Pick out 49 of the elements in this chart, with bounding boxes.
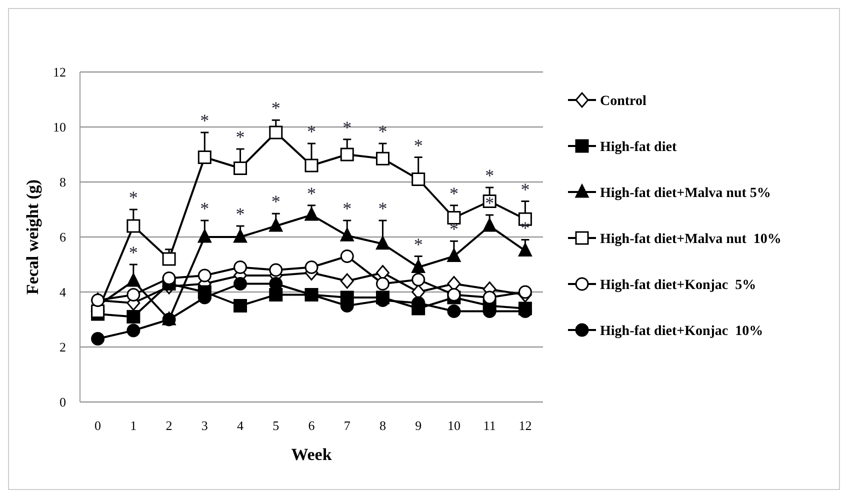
annotation: * [128, 188, 138, 208]
annotation: * [271, 98, 280, 118]
annotation: * [414, 234, 423, 254]
x-tick-label: 11 [483, 418, 496, 433]
y-tick-label: 12 [53, 64, 66, 80]
y-tick-label: 2 [60, 340, 66, 355]
x-axis-title: Week [291, 445, 332, 464]
x-tick-label: 0 [94, 418, 102, 433]
x-tick-label: 8 [379, 418, 386, 433]
annotation: * [485, 193, 494, 213]
x-tick-label: 1 [130, 418, 137, 433]
x-tick-label: 9 [415, 418, 422, 433]
x-tick-label: 3 [201, 418, 208, 433]
annotation: * [236, 204, 245, 224]
legend-label: Control [600, 94, 647, 109]
y-tick-label: 10 [53, 120, 66, 135]
annotation: * [378, 122, 388, 142]
x-tick-label: 2 [166, 418, 172, 433]
x-tick-label: 5 [272, 418, 280, 433]
annotation: * [342, 117, 352, 138]
y-tick-label: 8 [60, 174, 66, 190]
legend-label: High-fat diet+Konjac 10% [600, 324, 764, 339]
annotation: * [200, 110, 210, 130]
y-axis-title: Fecal weight (g) [23, 179, 42, 295]
annotation: * [414, 135, 423, 156]
annotation: * [342, 198, 352, 218]
y-tick-label: 4 [60, 284, 66, 300]
legend-label: High-fat diet+Malva nut 10% [600, 232, 782, 247]
annotation: * [271, 192, 280, 212]
x-tick-label: 4 [237, 418, 244, 433]
annotation: * [236, 127, 245, 147]
annotation: * [449, 219, 458, 240]
x-tick-label: 10 [447, 418, 460, 433]
annotation: * [307, 183, 316, 204]
annotation: * [307, 122, 316, 142]
annotation: * [485, 166, 494, 186]
y-tick-label: 6 [60, 230, 66, 245]
x-tick-label: 12 [518, 418, 532, 433]
annotation: * [200, 198, 210, 218]
x-tick-label: 6 [308, 418, 316, 433]
annotation: * [520, 179, 530, 200]
x-tick-label: 7 [344, 418, 351, 433]
legend-label: High-fat diet+Konjac 5% [600, 278, 756, 293]
legend-label: High-fat diet+Malva nut 5% [600, 186, 771, 201]
y-tick-label: 0 [60, 394, 66, 410]
annotation: * [449, 183, 458, 204]
annotation: * [378, 198, 388, 218]
legend-label: High-fat diet [600, 140, 677, 155]
annotation: * [128, 242, 138, 262]
